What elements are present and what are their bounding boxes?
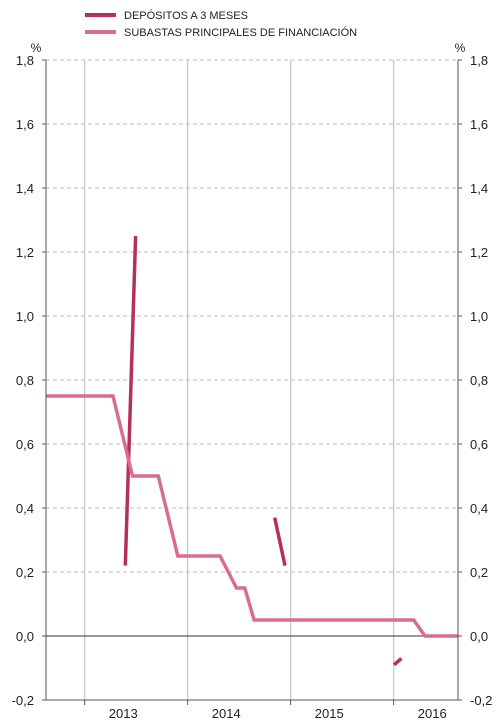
y-tick-label-left: 1,4 (16, 181, 34, 196)
series-line-depositos-segment (123, 235, 138, 566)
labels-layer: -0,2 -0,2 0,0 0,0 0,2 0,2 0,4 0,4 0,6 0,6 0,8 0,8 1,… (12, 41, 493, 721)
y-tick-label-right: 0,4 (470, 501, 488, 516)
y-tick-label-left: 0,0 (16, 629, 34, 644)
legend-label: SUBASTAS PRINCIPALES DE FINANCIACIÓN (124, 26, 357, 39)
y-tick-label-left: 1,2 (16, 245, 34, 260)
y-tick-label-right: 0,0 (470, 629, 488, 644)
y-tick-label-left: 0,8 (16, 373, 34, 388)
y-tick-label-left: 1,0 (16, 309, 34, 324)
y-tick-label-right: 1,4 (470, 181, 488, 196)
x-tick-label: 2015 (315, 706, 344, 721)
legend: DEPÓSITOS A 3 MESES SUBASTAS PRINCIPALES … (85, 9, 357, 39)
x-tick-label: 2013 (109, 706, 138, 721)
y-tick-label-left: -0,2 (12, 693, 34, 708)
series-line-subastas (46, 394, 458, 638)
y-tick-label-right: 0,2 (470, 565, 488, 580)
y-tick-label-right: 0,6 (470, 437, 488, 452)
y-tick-label-left: 1,6 (16, 117, 34, 132)
legend-label: DEPÓSITOS A 3 MESES (124, 9, 248, 22)
x-tick-label: 2014 (212, 706, 241, 721)
x-tick-label: 2016 (418, 706, 447, 721)
y-tick-label-right: -0,2 (470, 693, 492, 708)
series-line-depositos-segment (272, 517, 287, 566)
y-tick-label-right: 1,6 (470, 117, 488, 132)
y-tick-label-left: 0,2 (16, 565, 34, 580)
y-tick-label-right: 0,8 (470, 373, 488, 388)
y-unit-label-right: % (455, 41, 466, 55)
y-tick-label-right: 1,8 (470, 53, 488, 68)
y-tick-label-left: 1,8 (16, 53, 34, 68)
y-tick-label-right: 1,0 (470, 309, 488, 324)
axis-layer (42, 59, 462, 705)
series-line-depositos-segment (392, 657, 403, 667)
grid (46, 59, 458, 701)
y-tick-label-left: 0,6 (16, 437, 34, 452)
y-tick-label-left: 0,4 (16, 501, 34, 516)
y-unit-label-left: % (31, 41, 42, 55)
y-tick-label-right: 1,2 (470, 245, 488, 260)
series-layer (46, 235, 458, 667)
